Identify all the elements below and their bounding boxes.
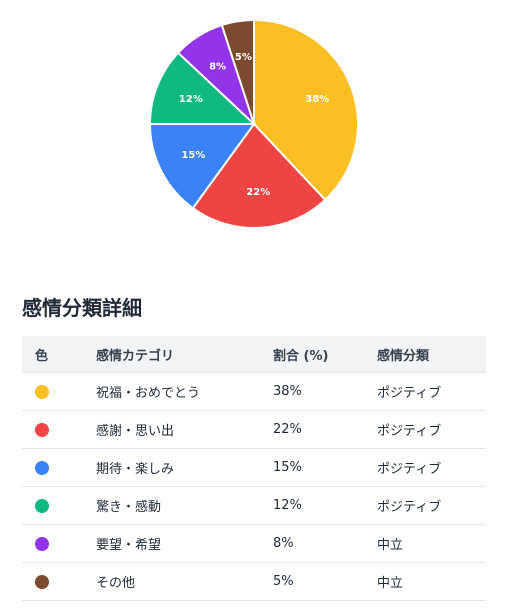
ratio-cell: 12% [273, 498, 302, 513]
category-cell: 期待・楽しみ [96, 462, 175, 477]
pie-slice [220, 18, 255, 125]
pie-slice [191, 122, 327, 229]
table-row: その他 5% 中立 [22, 563, 486, 601]
header-ratio: 割合 (%) [273, 348, 329, 364]
ratio-cell: 15% [273, 460, 302, 475]
pie-chart: 38% 22% 15% 12% 8% 5% [148, 18, 359, 229]
slice-label: 15% [181, 150, 205, 161]
category-cell: その他 [96, 576, 136, 591]
ratio-cell: 38% [273, 384, 302, 399]
classification-cell: 中立 [377, 538, 404, 553]
ratio-cell: 5% [273, 574, 294, 589]
slice-label: 5% [235, 52, 252, 63]
table-row: 驚き・感動 12% ポジティブ [22, 487, 486, 525]
ratio-cell: 22% [273, 422, 302, 437]
header-color: 色 [35, 348, 49, 364]
slice-label: 22% [246, 187, 270, 198]
classification-cell: 中立 [377, 576, 404, 591]
pie-slice [148, 123, 256, 210]
ratio-cell: 8% [273, 536, 294, 551]
slice-label: 38% [305, 94, 329, 105]
section-title: 感情分類詳細 [22, 296, 142, 320]
classification-cell: ポジティブ [377, 500, 442, 515]
table-row: 祝福・おめでとう 38% ポジティブ [22, 373, 486, 411]
slice-label: 12% [179, 94, 203, 105]
table-row: 期待・楽しみ 15% ポジティブ [22, 449, 486, 487]
color-swatch [35, 536, 49, 551]
color-swatch [35, 574, 49, 589]
table-row: 感謝・思い出 22% ポジティブ [22, 411, 486, 449]
color-swatch [35, 422, 49, 437]
classification-cell: ポジティブ [377, 462, 442, 477]
emotion-table: 色 感情カテゴリ 割合 (%) 感情分類 祝福・おめでとう 38% ポジティブ … [22, 336, 486, 601]
category-cell: 要望・希望 [96, 538, 162, 553]
category-cell: 感謝・思い出 [96, 424, 175, 439]
pie-slice [253, 18, 359, 202]
classification-cell: ポジティブ [377, 424, 442, 439]
classification-cell: ポジティブ [377, 386, 442, 401]
category-cell: 祝福・おめでとう [96, 386, 201, 401]
table-header: 色 感情カテゴリ 割合 (%) 感情分類 [22, 336, 486, 373]
color-swatch [35, 498, 49, 513]
slice-label: 8% [209, 62, 226, 73]
color-swatch [35, 384, 49, 399]
table-row: 要望・希望 8% 中立 [22, 525, 486, 563]
header-classification: 感情分類 [377, 348, 430, 364]
pie-slice [148, 51, 257, 125]
category-cell: 驚き・感動 [96, 500, 162, 515]
color-swatch [35, 460, 49, 475]
header-category: 感情カテゴリ [96, 348, 175, 364]
